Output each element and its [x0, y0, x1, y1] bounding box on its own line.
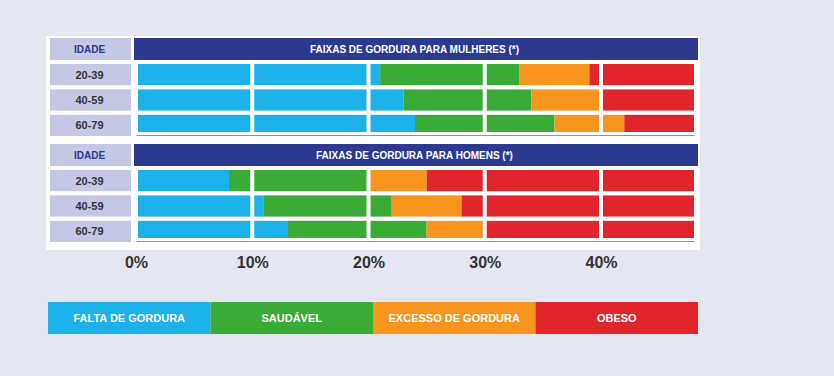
grid-line [250, 170, 254, 238]
tick-label: 10% [237, 254, 269, 271]
tick-label: 40% [585, 254, 617, 271]
bar-segment [462, 195, 695, 216]
category-label: 20-39 [75, 69, 103, 81]
bar-segment [403, 89, 531, 110]
grid-line [483, 170, 487, 238]
bar-segment [136, 115, 415, 132]
background [0, 0, 834, 376]
bar-segment [264, 195, 392, 216]
category-label: 40-59 [75, 200, 103, 212]
axis-line [137, 241, 695, 242]
tick: 0% [125, 241, 148, 271]
chart-title: FAIXAS DE GORDURA PARA HOMENS (*) [316, 150, 513, 161]
bar-segment [136, 64, 380, 85]
legend-label: EXCESSO DE GORDURA [389, 312, 520, 324]
header-age-cell [50, 38, 131, 60]
category-cell [50, 195, 131, 216]
category-cell [50, 115, 131, 136]
tick-label: 30% [469, 254, 501, 271]
tick-label: 20% [353, 254, 385, 271]
bars [136, 64, 694, 132]
axis-line [137, 135, 695, 136]
category-cell [50, 170, 131, 191]
grid-line [250, 64, 254, 132]
chart-title: FAIXAS DE GORDURA PARA MULHERES (*) [310, 44, 519, 55]
legend-swatch [211, 302, 374, 334]
tick: 40% [585, 241, 617, 271]
bar-segment [229, 170, 369, 191]
legend-swatch [373, 302, 536, 334]
chart-panel: IDADE FAIXAS DE GORDURA PARA MULHERES (*)… [50, 38, 698, 136]
grid [136, 170, 601, 238]
grid-line [136, 170, 138, 238]
legend-swatch [536, 302, 699, 334]
bar-segment [380, 64, 520, 85]
bar-segment [624, 115, 694, 132]
category-cell [50, 221, 131, 242]
tick: 30% [469, 241, 501, 271]
bar-segment [589, 64, 694, 85]
bar-segment [287, 221, 427, 238]
legend-label: FALTA DE GORDURA [73, 312, 185, 324]
header-title-cell [134, 38, 698, 60]
chart-panel: IDADE FAIXAS DE GORDURA PARA HOMENS (*) 20… [50, 144, 698, 271]
chart-root: IDADE FAIXAS DE GORDURA PARA MULHERES (*)… [0, 0, 834, 376]
bar-segment [392, 195, 462, 216]
bar-segment [531, 89, 601, 110]
grid-line [367, 64, 371, 132]
tick: 20% [353, 241, 385, 271]
legend-label: SAUDÁVEL [261, 312, 322, 324]
bar-segment [485, 221, 694, 238]
header-title-cell [134, 144, 698, 166]
legend: FALTA DE GORDURA SAUDÁVEL EXCESSO DE GORDU… [48, 302, 698, 334]
category-label: 60-79 [75, 119, 103, 131]
category-cell [50, 64, 131, 85]
category-label: 40-59 [75, 94, 103, 106]
bar-segment [601, 89, 694, 110]
axis-title: IDADE [74, 44, 105, 55]
tick: 10% [237, 241, 269, 271]
bar-segment [427, 170, 694, 191]
grid-line [599, 64, 603, 132]
tick-label: 0% [125, 254, 148, 271]
table-frame [46, 36, 700, 250]
grid-line [136, 64, 138, 132]
x-axis: 0% 10% 20% 30% 40% [125, 241, 695, 271]
category-cell [50, 89, 131, 110]
grid-line [483, 64, 487, 132]
grid [136, 64, 601, 132]
bar-segment [136, 89, 403, 110]
bar-segment [555, 115, 625, 132]
bar-segment [520, 64, 590, 85]
bar-segment [369, 170, 427, 191]
x-axis [137, 135, 695, 137]
axis-title: IDADE [74, 150, 105, 161]
bar-segment [136, 170, 229, 191]
header-age-cell [50, 144, 131, 166]
bars [136, 170, 694, 238]
bar-segment [136, 195, 264, 216]
bar-segment [136, 221, 287, 238]
category-label: 20-39 [75, 175, 103, 187]
grid-line [599, 170, 603, 238]
category-label: 60-79 [75, 225, 103, 237]
bar-segment [427, 221, 485, 238]
legend-label: OBESO [597, 312, 637, 324]
grid-line [367, 170, 371, 238]
legend-swatch [48, 302, 211, 334]
